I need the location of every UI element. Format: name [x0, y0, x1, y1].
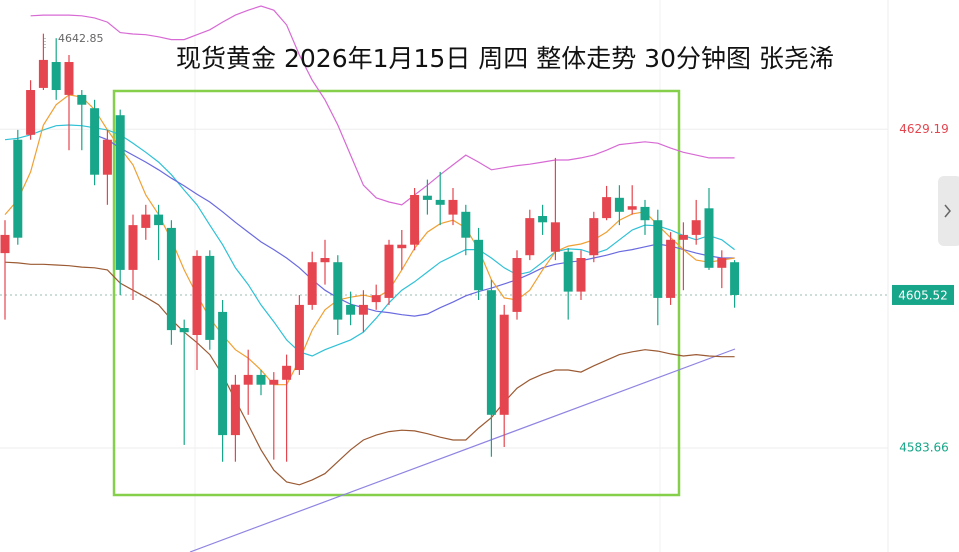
candle-body [435, 199, 445, 205]
candle-body [550, 222, 560, 252]
candle-body [166, 227, 176, 331]
candle-body [448, 199, 458, 215]
candle-body [282, 365, 292, 380]
candle-body [627, 206, 637, 210]
candle-body [358, 304, 368, 315]
candle-body [461, 211, 471, 238]
candle-body [704, 208, 714, 268]
candle-body [90, 108, 100, 175]
candle-body [141, 214, 151, 228]
range-box [112, 89, 681, 497]
candle-body [0, 234, 10, 254]
y-tick-label: 4605.52 [898, 288, 948, 302]
candle-body [115, 115, 125, 270]
candle-body [13, 139, 23, 238]
price-box [892, 284, 954, 305]
candle-body [525, 218, 535, 256]
candle-body [640, 206, 650, 221]
candle-body [38, 59, 48, 88]
side-tab[interactable] [938, 176, 959, 246]
candle-body [614, 197, 624, 212]
candle-body [333, 262, 343, 320]
candle-body [294, 304, 304, 371]
candle-body [230, 384, 240, 436]
candle-body [205, 255, 215, 340]
candle-body [691, 220, 701, 235]
candle-body [269, 379, 279, 385]
candle-body [717, 258, 727, 268]
candle-body [371, 295, 381, 303]
grid [0, 128, 888, 449]
indicator-lines [4, 5, 735, 486]
candle-body [102, 139, 112, 175]
candle-body [243, 374, 253, 385]
candle-body [602, 197, 612, 219]
candle-body [64, 62, 74, 95]
indicator-line [30, 5, 735, 206]
y-tick-label: 4629.19 [899, 122, 949, 136]
candle-body [26, 90, 36, 135]
candle-body [678, 234, 688, 240]
chart-title: 现货黄金 2026年1月15日 周四 整体走势 30分钟图 张尧浠 [176, 44, 834, 73]
candle-body [154, 214, 164, 226]
candle-body [179, 328, 189, 333]
candles [0, 33, 740, 462]
candle-body [512, 258, 522, 312]
candle-body [397, 244, 407, 249]
candle-body [128, 225, 138, 270]
candle-body [538, 216, 548, 223]
candle-body [320, 258, 330, 263]
indicator-line [4, 94, 735, 386]
candle-body [563, 251, 573, 292]
candle-body [422, 195, 432, 200]
candle-body [499, 314, 509, 415]
candle-body [256, 374, 266, 385]
candle-body [384, 244, 394, 298]
candle-body [307, 262, 317, 305]
side-tab-arrow[interactable] [944, 204, 951, 218]
y-tick-label: 4583.66 [899, 440, 949, 454]
candle-body [576, 258, 586, 292]
trend-line [189, 348, 736, 552]
indicator-line [4, 124, 735, 357]
candle-body [192, 255, 202, 336]
indicator-line [4, 261, 735, 486]
candle-body [410, 195, 420, 245]
candle-body [346, 304, 356, 315]
high-annotation: 4642.85 [58, 32, 104, 45]
indicator-line [94, 134, 735, 317]
candle-body [589, 218, 599, 256]
candle-body [653, 220, 663, 298]
candle-body [77, 94, 87, 105]
candle-body [486, 290, 496, 415]
candle-body [51, 62, 61, 91]
candle-body [666, 239, 676, 298]
y-axis: 4629.19 4605.52 4583.66 [892, 122, 954, 454]
candle-body [730, 262, 740, 295]
candle-body [474, 239, 484, 291]
side-tab-bg[interactable] [938, 176, 959, 246]
candle-body [218, 311, 228, 436]
